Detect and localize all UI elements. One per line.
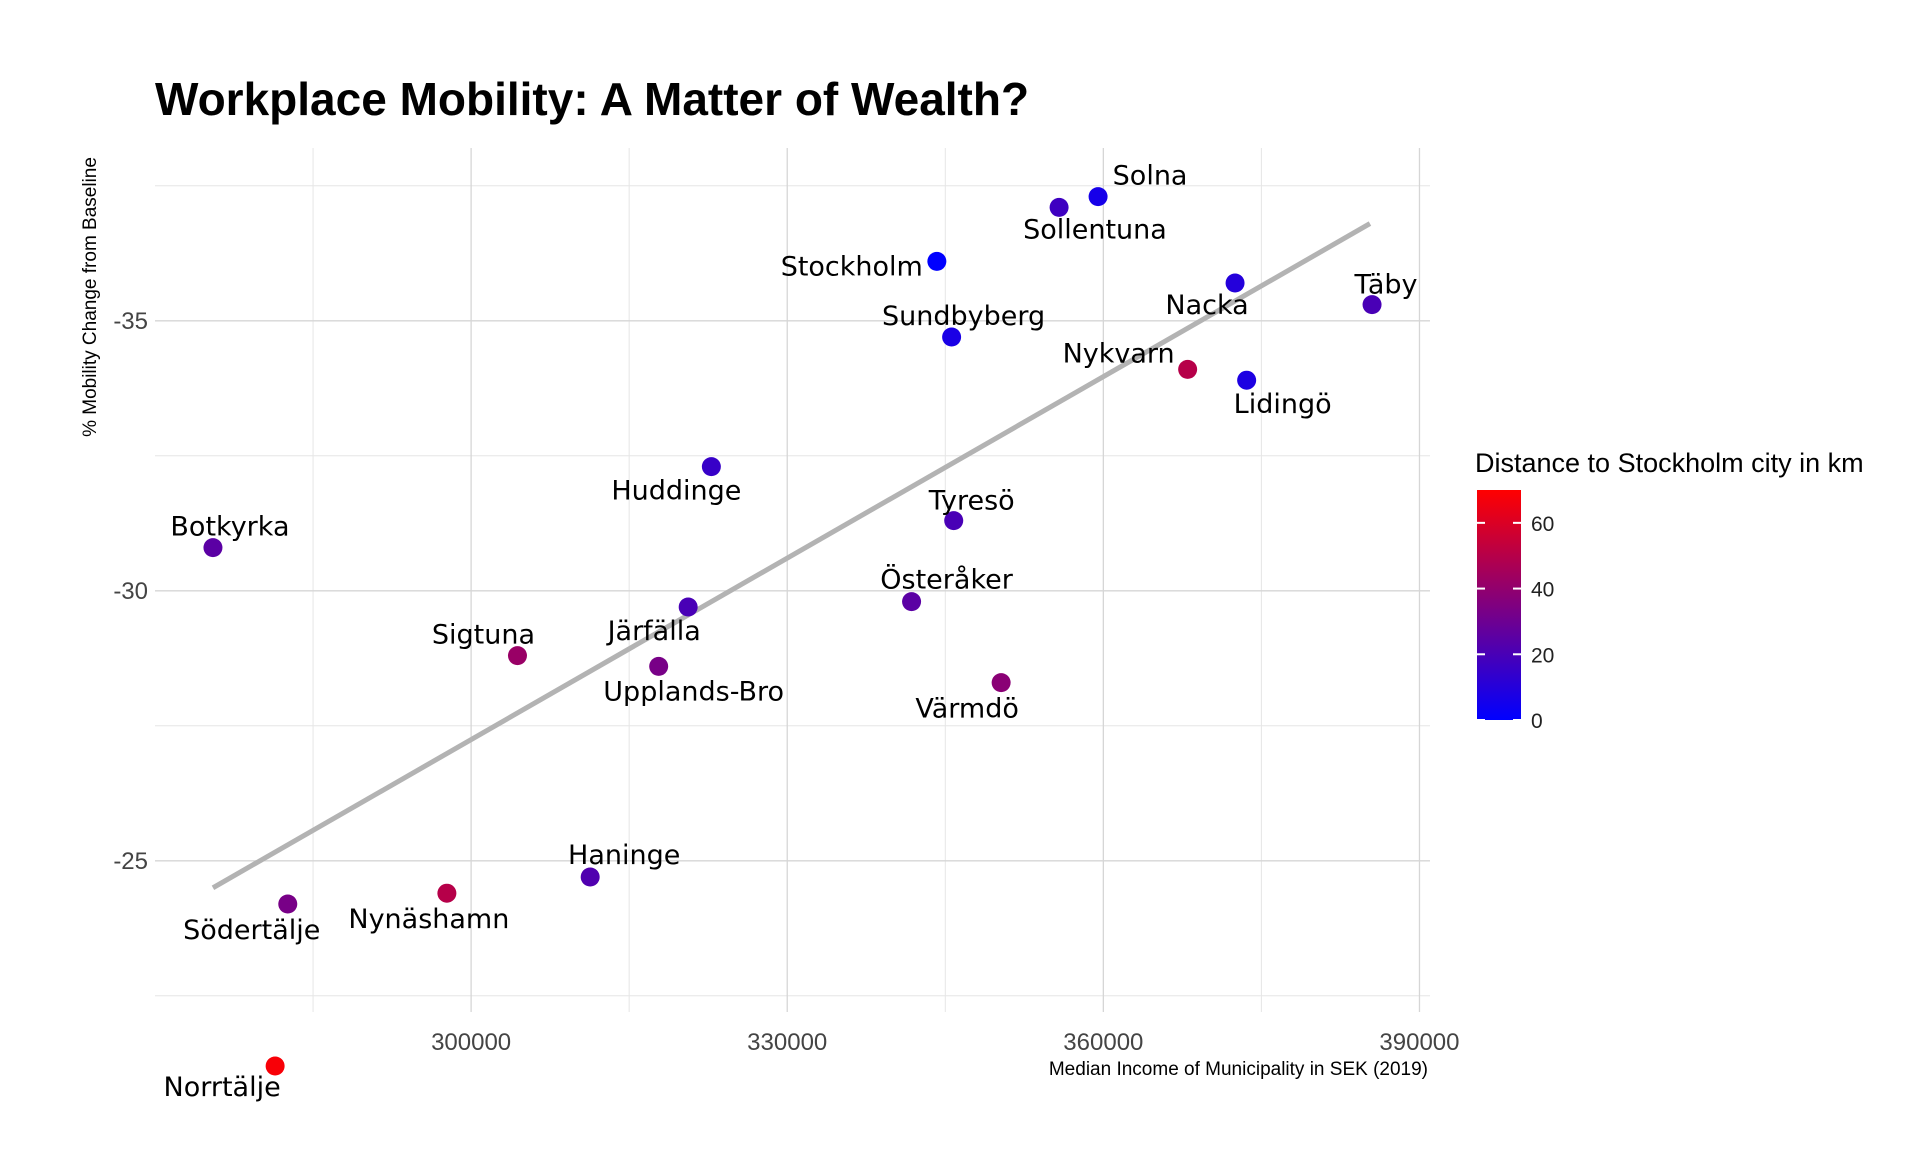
- x-tick-label: 300000: [431, 1029, 511, 1056]
- y-tick-label: -30: [113, 578, 148, 605]
- data-point: [927, 251, 947, 271]
- legend-tick-label: 20: [1531, 644, 1554, 667]
- x-tick-label: 330000: [747, 1029, 827, 1056]
- trend-line: [211, 221, 1372, 890]
- point-label: Sundbyberg: [882, 301, 1045, 332]
- x-tick-label: 390000: [1379, 1029, 1459, 1056]
- point-label: Värmdö: [915, 694, 1019, 725]
- legend-tick-label: 60: [1531, 513, 1554, 536]
- point-label: Haninge: [568, 840, 680, 871]
- point-label: Nacka: [1165, 290, 1248, 321]
- data-points: [203, 187, 1382, 1076]
- point-labels: Solna Sollentuna Stockholm Täby Nacka Sundbyb…: [164, 161, 1418, 1103]
- data-point: [942, 327, 962, 347]
- legend-ticks: 0 20 40 60: [1477, 513, 1554, 733]
- point-label: Botkyrka: [170, 512, 289, 543]
- data-point: [203, 538, 223, 558]
- point-label: Norrtälje: [164, 1072, 281, 1103]
- data-point: [1362, 295, 1382, 315]
- x-axis-ticks: 300000 330000 360000 390000: [431, 1029, 1459, 1056]
- point-label: Järfälla: [606, 616, 701, 647]
- point-label: Österåker: [880, 564, 1013, 596]
- x-axis-title: Median Income of Municipality in SEK (20…: [1049, 1059, 1428, 1080]
- data-point: [1237, 370, 1257, 390]
- point-label: Södertälje: [183, 915, 320, 946]
- point-label: Huddinge: [611, 476, 741, 507]
- color-legend: Distance to Stockholm city in km 0 20 40 60: [1475, 448, 1864, 733]
- data-point: [278, 894, 298, 914]
- data-point: [507, 646, 527, 666]
- point-label: Sigtuna: [432, 620, 535, 651]
- point-label: Solna: [1113, 161, 1188, 192]
- point-label: Lidingö: [1234, 389, 1332, 420]
- data-point: [1049, 197, 1069, 217]
- point-label: Stockholm: [781, 251, 923, 282]
- data-point: [1088, 187, 1108, 207]
- data-point: [701, 457, 721, 477]
- point-label: Täby: [1354, 270, 1418, 301]
- data-point: [991, 673, 1011, 693]
- data-point: [580, 867, 600, 887]
- legend-tick-label: 40: [1531, 579, 1554, 602]
- data-point: [944, 511, 964, 531]
- legend-title: Distance to Stockholm city in km: [1475, 448, 1864, 478]
- data-point: [902, 592, 922, 612]
- x-tick-label: 360000: [1063, 1029, 1143, 1056]
- chart-title: Workplace Mobility: A Matter of Wealth?: [155, 73, 1029, 125]
- y-tick-label: -35: [113, 308, 148, 335]
- point-label: Tyresö: [928, 486, 1015, 517]
- data-point: [649, 656, 669, 676]
- grid-lines: [155, 148, 1430, 1012]
- data-point: [1178, 359, 1198, 379]
- point-label: Upplands-Bro: [603, 676, 784, 707]
- point-label: Nykvarn: [1063, 338, 1175, 369]
- data-point: [265, 1056, 285, 1076]
- point-label: Sollentuna: [1023, 214, 1167, 245]
- y-axis-title: % Mobility Change from Baseline: [80, 157, 101, 437]
- trend-line-group: [211, 221, 1372, 890]
- data-point: [678, 597, 698, 617]
- legend-colorbar: [1477, 490, 1521, 720]
- y-axis-ticks: -35 -30 -25: [113, 308, 148, 875]
- data-point: [437, 883, 457, 903]
- y-tick-label: -25: [113, 848, 148, 875]
- data-point: [1225, 273, 1245, 293]
- point-label: Nynäshamn: [348, 904, 509, 935]
- legend-tick-label: 0: [1531, 710, 1543, 733]
